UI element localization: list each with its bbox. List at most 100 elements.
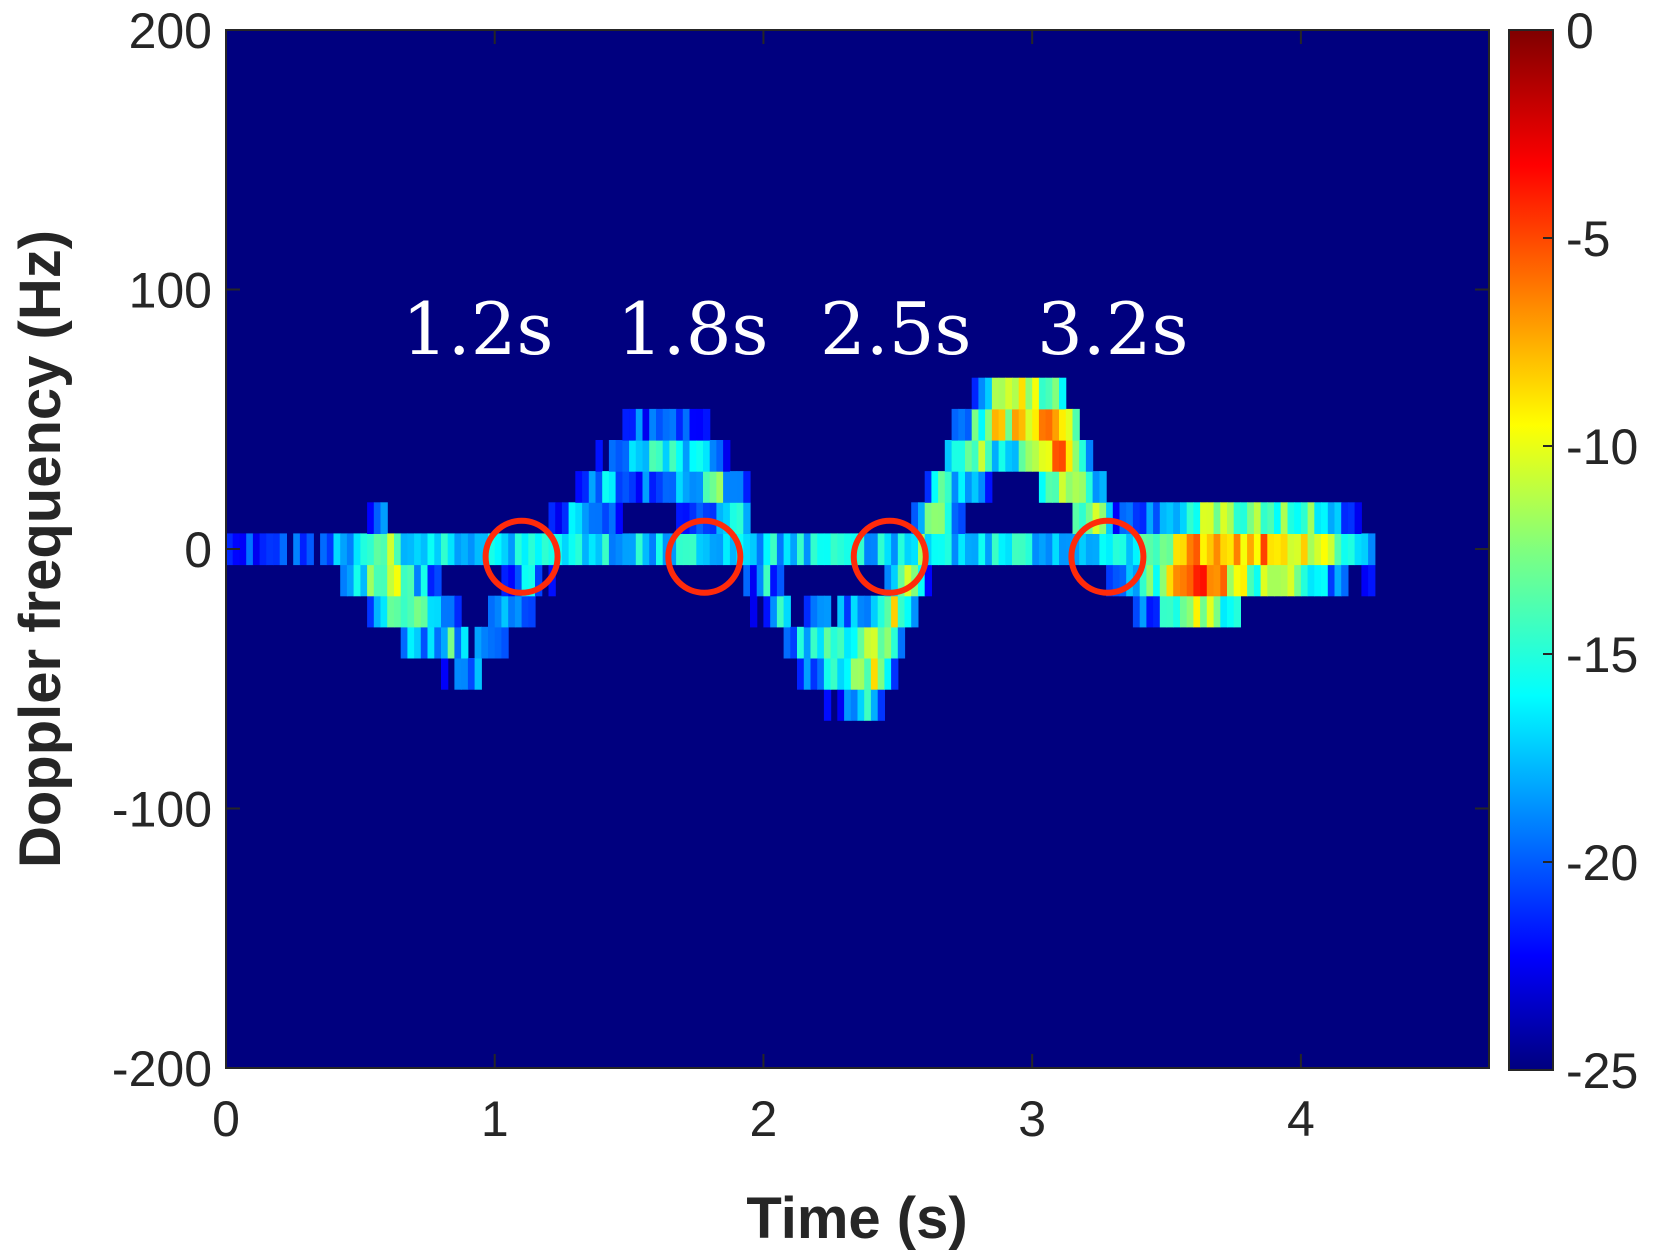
heatmap-cell [682, 533, 691, 566]
heatmap-cell [380, 533, 388, 566]
heatmap-cell [750, 595, 758, 628]
heatmap-cell [783, 595, 791, 628]
heatmap-cell [978, 471, 986, 503]
heatmap-cell [1213, 533, 1221, 566]
x-axis-ticks: 0 1 2 3 4 [212, 30, 1315, 1147]
heatmap-cell [1193, 502, 1201, 534]
heatmap-cell [1321, 533, 1329, 566]
heatmap-cell [1200, 564, 1208, 597]
x-axis-label: Time (s) [746, 1186, 967, 1251]
heatmap-cell [830, 626, 838, 659]
heatmap-cell [434, 564, 442, 597]
heatmap-cell [508, 533, 516, 566]
heatmap-cell [488, 626, 496, 659]
heatmap-cell [897, 595, 906, 628]
heatmap-cell [656, 440, 664, 472]
heatmap-cell [884, 626, 892, 659]
heatmap-cell [857, 626, 865, 659]
heatmap-cell [790, 626, 798, 659]
heatmap-cell [716, 533, 724, 566]
heatmap-cell [870, 595, 879, 628]
heatmap-cell [575, 533, 583, 566]
heatmap-cell [1079, 502, 1087, 534]
heatmap-cell [709, 502, 717, 534]
heatmap-cell [1085, 440, 1094, 472]
heatmap-cell [642, 533, 650, 566]
heatmap-cell [501, 533, 509, 566]
heatmap-cell [803, 533, 812, 566]
heatmap-cell [1361, 564, 1369, 597]
heatmap-cell [1260, 564, 1268, 597]
heatmap-cell [394, 533, 402, 566]
heatmap-cell [608, 502, 617, 534]
heatmap-cell [924, 564, 932, 597]
heatmap-cell [938, 533, 946, 566]
heatmap-cell [1220, 595, 1228, 628]
heatmap-cell [1092, 471, 1100, 503]
heatmap-cell [414, 626, 422, 659]
heatmap-cell [602, 502, 610, 534]
heatmap-cell [1180, 564, 1188, 597]
annotation-circle-marker [665, 517, 744, 596]
heatmap-cell [837, 595, 845, 628]
heatmap-cell [1159, 564, 1168, 597]
heatmap-cell [1220, 533, 1228, 566]
heatmap-cell [474, 533, 482, 566]
heatmap-cell [1206, 595, 1215, 628]
heatmap-cell [676, 502, 684, 534]
heatmap-cell [427, 626, 435, 659]
heatmap-cell [1139, 595, 1147, 628]
heatmap-cell [656, 408, 664, 441]
heatmap-cell [1072, 533, 1080, 566]
heatmap-cell [985, 408, 993, 441]
heatmap-cell [1233, 564, 1241, 597]
heatmap-cell [1300, 533, 1309, 566]
heatmap-cell [891, 564, 899, 597]
heatmap-cell [1072, 471, 1080, 503]
heatmap-cell [904, 595, 912, 628]
heatmap-cell [1307, 564, 1315, 597]
heatmap-cell [1072, 408, 1080, 441]
heatmap-cell [1294, 502, 1302, 534]
heatmap-cell [944, 440, 953, 472]
heatmap-cell [951, 502, 959, 534]
heatmap-cell [944, 502, 953, 534]
heatmap-cell [1126, 533, 1134, 566]
heatmap-cell [474, 626, 482, 659]
heatmap-cell [763, 564, 771, 597]
heatmap-cell [870, 626, 879, 659]
heatmap-cell [931, 502, 939, 534]
heatmap-cell [548, 502, 556, 534]
heatmap-cell [877, 689, 885, 721]
heatmap-cell [656, 471, 664, 503]
heatmap-cell [588, 533, 597, 566]
heatmap-cell [1240, 533, 1248, 566]
heatmap-cell [427, 595, 435, 628]
heatmap-cell [252, 533, 261, 566]
heatmap-cell [1092, 502, 1100, 534]
heatmap-cell [273, 533, 281, 566]
heatmap-cell [965, 533, 973, 566]
heatmap-cell [548, 533, 556, 566]
annotation-label: 1.8s [617, 287, 768, 371]
x-tick-label: 1 [481, 1091, 509, 1147]
heatmap-cell [373, 533, 382, 566]
heatmap-cell [1253, 502, 1262, 534]
heatmap-cell [676, 440, 684, 472]
heatmap-cell [299, 533, 308, 566]
heatmap-cell [1300, 564, 1309, 597]
heatmap-cell [662, 471, 670, 503]
heatmap-cell [320, 533, 328, 566]
heatmap-cell [1052, 471, 1060, 503]
heatmap-cell [823, 626, 832, 659]
heatmap-cell [360, 564, 368, 597]
heatmap-cell [783, 533, 791, 566]
heatmap-cell [1052, 408, 1060, 441]
heatmap-cell [938, 471, 946, 503]
heatmap-cell [1213, 564, 1221, 597]
heatmap-cell [891, 658, 899, 690]
heatmap-cell [991, 440, 1000, 472]
heatmap-cell [971, 533, 979, 566]
heatmap-cell [1059, 533, 1067, 566]
heatmap-cell [1099, 533, 1107, 566]
